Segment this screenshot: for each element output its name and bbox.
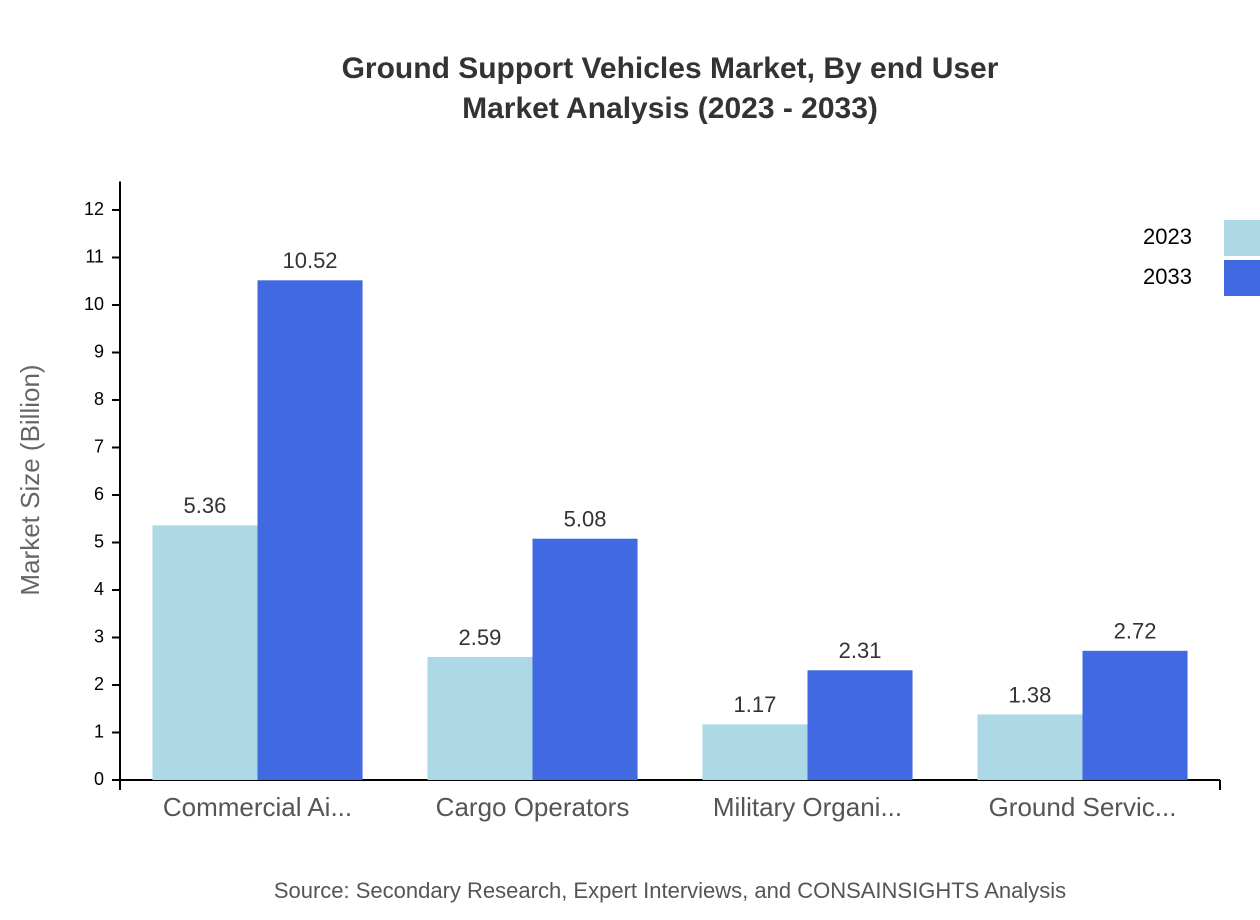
legend-label: 2033: [1143, 264, 1192, 289]
y-tick-label: 0: [94, 769, 104, 789]
y-tick-label: 7: [94, 436, 104, 456]
value-label: 2.59: [459, 625, 502, 650]
x-tick-label: Commercial Ai...: [163, 792, 352, 822]
bar: [1082, 650, 1188, 780]
y-tick-label: 3: [94, 626, 104, 646]
value-label: 1.17: [734, 692, 777, 717]
y-tick-label: 5: [94, 531, 104, 551]
legend-label: 2023: [1143, 224, 1192, 249]
y-tick-label: 8: [94, 389, 104, 409]
y-tick-label: 2: [94, 674, 104, 694]
value-label: 5.36: [184, 493, 227, 518]
chart-title: Ground Support Vehicles Market, By end U…: [342, 52, 999, 85]
chart-subtitle: Market Analysis (2023 - 2033): [462, 92, 878, 125]
bar: [257, 280, 363, 780]
y-tick-label: 12: [84, 199, 104, 219]
y-tick-label: 4: [94, 579, 104, 599]
y-axis-label: Market Size (Billion): [15, 364, 45, 595]
x-tick-label: Ground Servic...: [989, 792, 1177, 822]
bar: [152, 525, 258, 780]
bar: [532, 538, 638, 780]
value-label: 2.31: [839, 638, 882, 663]
value-label: 1.38: [1009, 682, 1052, 707]
value-label: 2.72: [1114, 619, 1157, 644]
legend-swatch: [1224, 260, 1260, 296]
value-label: 5.08: [564, 507, 607, 532]
legend-swatch: [1224, 220, 1260, 256]
y-tick-label: 10: [84, 294, 104, 314]
bar: [702, 724, 808, 780]
bar: [427, 656, 533, 780]
x-tick-label: Cargo Operators: [436, 792, 630, 822]
bar: [977, 714, 1083, 780]
value-label: 10.52: [282, 248, 337, 273]
source-note: Source: Secondary Research, Expert Inter…: [274, 878, 1066, 903]
y-tick-label: 6: [94, 484, 104, 504]
bar: [807, 670, 913, 780]
x-tick-label: Military Organi...: [713, 792, 902, 822]
y-tick-label: 1: [94, 721, 104, 741]
y-tick-label: 9: [94, 341, 104, 361]
y-tick-label: 11: [85, 246, 104, 266]
